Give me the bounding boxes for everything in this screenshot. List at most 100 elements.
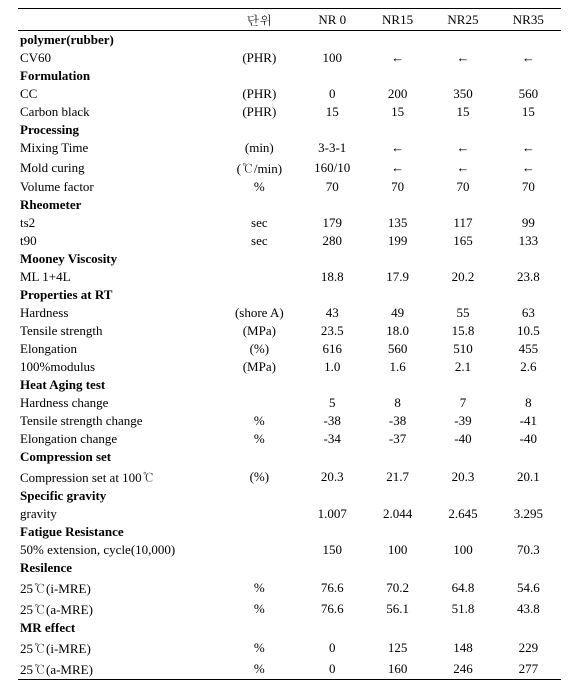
header-c4: NR35 [496,9,561,31]
cc-v3: 350 [430,85,495,103]
ml-label: ML 1+4L [18,268,219,286]
section-prop-rt-title: Properties at RT [18,286,219,304]
section-sg: Specific gravity [18,487,561,505]
t90-v3: 165 [430,232,495,250]
mr-i-v2: 125 [365,637,430,658]
ml-v4: 23.8 [496,268,561,286]
fat-unit [219,541,299,559]
vf-v3: 70 [430,178,495,196]
hard-v3: 55 [430,304,495,322]
res-a-v4: 43.8 [496,598,561,619]
ts2-unit: sec [219,214,299,232]
section-processing-title: Processing [18,121,219,139]
tens-v1: 23.5 [300,322,365,340]
cc-v2: 200 [365,85,430,103]
t90-label: t90 [18,232,219,250]
header-c2: NR15 [365,9,430,31]
hard-unit: (shore A) [219,304,299,322]
res-i-v1: 76.6 [300,577,365,598]
row-t90: t90 sec 280 199 165 133 [18,232,561,250]
row-hard: Hardness (shore A) 43 49 55 63 [18,304,561,322]
tens-unit: (MPa) [219,322,299,340]
ts2-v3: 117 [430,214,495,232]
section-formulation-title: Formulation [18,67,219,85]
data-table: 단위 NR 0 NR15 NR25 NR35 polymer(rubber) C… [18,8,561,680]
section-mooney-title: Mooney Viscosity [18,250,219,268]
tens-label: Tensile strength [18,322,219,340]
res-a-unit: % [219,598,299,619]
mix-v1: 3-3-1 [300,139,365,157]
hard-v4: 63 [496,304,561,322]
grav-unit [219,505,299,523]
mod100-v4: 2.6 [496,358,561,376]
row-cc: CC (PHR) 0 200 350 560 [18,85,561,103]
hch-v2: 8 [365,394,430,412]
res-i-unit: % [219,577,299,598]
vf-v2: 70 [365,178,430,196]
cb-v4: 15 [496,103,561,121]
mix-label: Mixing Time [18,139,219,157]
cs-v4: 20.1 [496,466,561,487]
row-res-a: 25℃(a-MRE) % 76.6 56.1 51.8 43.8 [18,598,561,619]
cs-v3: 20.3 [430,466,495,487]
mr-a-v4: 277 [496,658,561,680]
row-elong: Elongation (%) 616 560 510 455 [18,340,561,358]
row-mold: Mold curing (℃/min) 160/10 ← ← ← [18,157,561,178]
mold-v4: ← [496,157,561,178]
row-cb: Carbon black (PHR) 15 15 15 15 [18,103,561,121]
ml-v2: 17.9 [365,268,430,286]
cs-label: Compression set at 100℃ [18,466,219,487]
mr-i-unit: % [219,637,299,658]
ml-v3: 20.2 [430,268,495,286]
vf-v1: 70 [300,178,365,196]
section-mooney: Mooney Viscosity [18,250,561,268]
hch-unit [219,394,299,412]
res-i-label: 25℃(i-MRE) [18,577,219,598]
cs-v1: 20.3 [300,466,365,487]
mold-unit: (℃/min) [219,157,299,178]
row-res-i: 25℃(i-MRE) % 76.6 70.2 64.8 54.6 [18,577,561,598]
cc-label: CC [18,85,219,103]
hch-v4: 8 [496,394,561,412]
section-rheometer-title: Rheometer [18,196,219,214]
elong-v3: 510 [430,340,495,358]
ech-v2: -37 [365,430,430,448]
row-tch: Tensile strength change % -38 -38 -39 -4… [18,412,561,430]
ts2-v2: 135 [365,214,430,232]
ech-v4: -40 [496,430,561,448]
mod100-v3: 2.1 [430,358,495,376]
grav-v1: 1.007 [300,505,365,523]
res-i-v2: 70.2 [365,577,430,598]
elong-label: Elongation [18,340,219,358]
hard-label: Hardness [18,304,219,322]
cb-v3: 15 [430,103,495,121]
section-resilience: Resilence [18,559,561,577]
res-a-v1: 76.6 [300,598,365,619]
ml-unit [219,268,299,286]
ech-v1: -34 [300,430,365,448]
cb-label: Carbon black [18,103,219,121]
cv60-unit: (PHR) [219,49,299,67]
row-hch: Hardness change 5 8 7 8 [18,394,561,412]
row-cv60: CV60 (PHR) 100 ← ← ← [18,49,561,67]
cc-v1: 0 [300,85,365,103]
mod100-v2: 1.6 [365,358,430,376]
header-unit: 단위 [219,9,299,31]
row-tens: Tensile strength (MPa) 23.5 18.0 15.8 10… [18,322,561,340]
section-heat-aging: Heat Aging test [18,376,561,394]
section-fatigue: Fatigue Resistance [18,523,561,541]
table-container: 단위 NR 0 NR15 NR25 NR35 polymer(rubber) C… [0,0,579,692]
vf-label: Volume factor [18,178,219,196]
row-grav: gravity 1.007 2.044 2.645 3.295 [18,505,561,523]
res-i-v4: 54.6 [496,577,561,598]
section-mr-title: MR effect [18,619,219,637]
ts2-v1: 179 [300,214,365,232]
ech-label: Elongation change [18,430,219,448]
vf-unit: % [219,178,299,196]
mix-v3: ← [430,139,495,157]
mr-i-label: 25℃(i-MRE) [18,637,219,658]
mr-i-v3: 148 [430,637,495,658]
tens-v3: 15.8 [430,322,495,340]
cb-v2: 15 [365,103,430,121]
mr-a-v1: 0 [300,658,365,680]
